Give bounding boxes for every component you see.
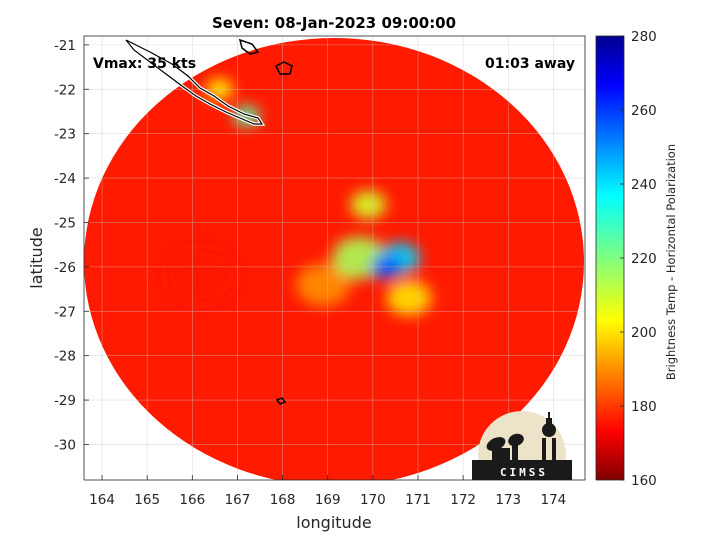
y-tick-label: -29 xyxy=(54,393,76,409)
microwave-swath xyxy=(84,38,584,480)
time-away-annotation: 01:03 away xyxy=(485,56,575,72)
colorbar-tick-label: 240 xyxy=(631,177,657,193)
coastline-line xyxy=(125,39,264,125)
colorbar: 160 180 200 220 240 260 280 Brightness Temp - … xyxy=(595,29,678,489)
colorbar-tick-label: 160 xyxy=(631,473,657,489)
colorbar-gradient xyxy=(595,35,625,481)
chart-title: Seven: 08-Jan-2023 09:00:00 xyxy=(212,14,456,32)
y-tick-label: -24 xyxy=(54,171,76,187)
grid-lines xyxy=(84,36,585,480)
colorbar-tick-label: 180 xyxy=(631,399,657,415)
y-tick-label: -25 xyxy=(54,215,76,231)
x-tick-label: 168 xyxy=(270,492,296,508)
feature-cell xyxy=(165,247,238,305)
y-tick-label: -27 xyxy=(54,304,76,320)
logo-silhouette xyxy=(472,412,572,480)
island-ouvea xyxy=(238,38,260,55)
y-tick-label: -22 xyxy=(54,82,76,98)
x-tick-label: 171 xyxy=(405,492,431,508)
feature-cell xyxy=(386,280,432,316)
y-tick-label: -28 xyxy=(54,349,76,365)
x-axis-label: longitude xyxy=(296,513,371,532)
colorbar-tick-label: 260 xyxy=(631,103,657,119)
island-small xyxy=(275,397,287,405)
x-axis: 164 165 166 167 168 169 170 171 172 173 174 xyxy=(89,475,566,508)
x-tick-label: 172 xyxy=(450,492,476,508)
x-tick-label: 173 xyxy=(495,492,521,508)
x-tick-label: 174 xyxy=(541,492,567,508)
x-tick-label: 164 xyxy=(89,492,115,508)
x-tick-label: 169 xyxy=(315,492,341,508)
x-tick-label: 166 xyxy=(179,492,205,508)
x-tick-label: 165 xyxy=(134,492,160,508)
x-tick-label: 167 xyxy=(225,492,251,508)
y-axis-label: latitude xyxy=(27,227,46,288)
vmax-annotation: Vmax: 35 kts xyxy=(93,56,196,72)
colorbar-tick-label: 200 xyxy=(631,325,657,341)
logo-text: CIMSS xyxy=(500,466,548,479)
colorbar-tick-label: 280 xyxy=(631,29,657,45)
coastline xyxy=(124,38,293,405)
cimss-logo: CIMSS xyxy=(472,411,572,480)
colorbar-ticks: 160 180 200 220 240 260 280 xyxy=(620,29,657,489)
y-tick-label: -26 xyxy=(54,260,76,276)
feature-cell xyxy=(350,190,387,219)
colorbar-tick-label: 220 xyxy=(631,251,657,267)
x-tick-label: 170 xyxy=(360,492,386,508)
y-tick-label: -30 xyxy=(54,437,76,453)
y-axis: -21 -22 -23 -24 -25 -26 -27 -28 -29 -30 xyxy=(54,38,89,453)
y-tick-label: -23 xyxy=(54,127,76,143)
island-lifou xyxy=(274,61,293,75)
colorbar-label: Brightness Temp - Horizontal Polarizatio… xyxy=(664,144,678,380)
y-tick-label: -21 xyxy=(54,38,76,54)
axes-frame xyxy=(83,35,586,481)
feature-cell xyxy=(296,263,351,306)
